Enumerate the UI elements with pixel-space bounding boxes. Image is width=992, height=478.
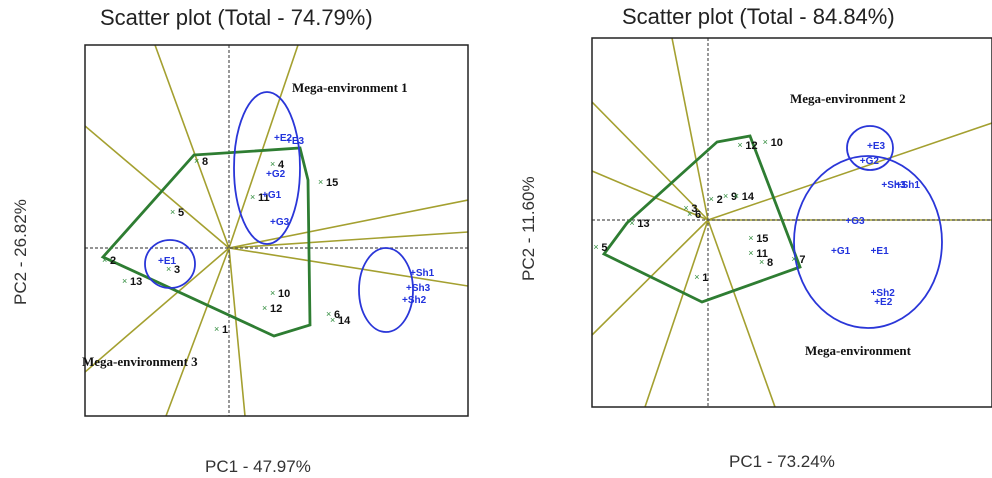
chart2-genotype-label: 7	[799, 254, 805, 266]
chart1-genotype-marker: ×	[214, 324, 219, 334]
chart2-genotype-marker: ×	[593, 242, 598, 252]
chart2-genotype-label: 10	[771, 137, 783, 149]
chart1-genotype-marker: ×	[122, 276, 127, 286]
chart2-genotype-marker: ×	[759, 257, 764, 267]
chart1-environment-label: +E2	[274, 133, 293, 144]
chart2-environment-label: +Sh2	[871, 288, 896, 299]
chart1-environment-label: +E1	[158, 256, 177, 267]
chart2-genotype-marker: ×	[791, 254, 796, 264]
chart1-environment-label: +G2	[266, 169, 286, 180]
chart2-genotype-label: 14	[742, 191, 755, 203]
chart1-genotype-label: 3	[174, 264, 180, 276]
chart1-genotype-label: 15	[326, 177, 338, 189]
chart1-genotype-marker: ×	[250, 192, 255, 202]
chart2-annotation-mega-env-2: Mega-environment 2	[790, 91, 906, 106]
chart2-frame	[591, 37, 992, 408]
chart2-genotype-marker: ×	[629, 218, 634, 228]
chart1-environment-label: +Sh2	[402, 295, 427, 306]
chart2-genotype-marker: ×	[694, 272, 699, 282]
chart1-xlabel: PC1 - 47.97%	[205, 457, 311, 476]
chart2-genotype-label: 9	[731, 191, 737, 203]
chart1-annotation-mega-env-1: Mega-environment 1	[292, 80, 408, 95]
chart2-genotype-label: 13	[637, 218, 649, 230]
chart2-genotype-label: 1	[702, 272, 708, 284]
chart1-genotype-label: 8	[202, 156, 208, 168]
chart1-environment-label: +Sh3	[406, 283, 431, 294]
chart1-environment-label: +Sh1	[410, 268, 435, 279]
chart1-genotype-marker: ×	[330, 315, 335, 325]
chart2-genotype-marker: ×	[748, 233, 753, 243]
chart2-points: × 1× 2× 3× 5× 6× 7× 8× 9× 10× 11× 12× 13× 14× 15+E3+G2…	[593, 137, 920, 308]
chart1-genotype-label: 10	[278, 288, 290, 300]
chart2-environment-label: +G1	[831, 246, 851, 257]
chart1-genotype-label: 11	[258, 192, 270, 204]
chart2-genotype-marker: ×	[709, 194, 714, 204]
chart2-plot: Mega-environment 2 Mega-environment × 1× 2…	[591, 37, 992, 408]
chart1-mega-env-ellipses	[144, 91, 414, 333]
chart2-genotype-label: 11	[756, 248, 768, 260]
chart1-genotype-marker: ×	[318, 177, 323, 187]
chart2-genotype-marker: ×	[683, 203, 688, 213]
chart1-genotype-marker: ×	[166, 264, 171, 274]
chart2-convex-hull	[601, 134, 802, 304]
chart1-genotype-label: 6	[334, 309, 340, 321]
chart1-genotype-marker: ×	[270, 159, 275, 169]
chart1-genotype-label: 5	[178, 207, 184, 219]
chart1-genotype-marker: ×	[326, 309, 331, 319]
chart2-genotype-label: 8	[767, 257, 773, 269]
chart1-vectors	[85, 45, 468, 416]
chart1-genotype-marker: ×	[170, 207, 175, 217]
chart1-environment-label: +G1	[262, 190, 282, 201]
chart1-points: × 1× 2× 3× 4× 5× 6× 8× 10× 11× 12× 13× 14× 15+E2+E3+G…	[102, 133, 435, 336]
chart1-genotype-label: 12	[270, 303, 282, 315]
chart1-genotype-marker: ×	[102, 255, 107, 265]
chart1-genotype-label: 4	[278, 159, 285, 171]
chart1-genotype-label: 13	[130, 276, 142, 288]
chart2-genotype-marker: ×	[763, 137, 768, 147]
chart1-title: Scatter plot (Total - 74.79%)	[100, 5, 373, 30]
chart2-title: Scatter plot (Total - 84.84%)	[622, 4, 895, 29]
chart2-vectors	[592, 38, 992, 407]
chart1-frame	[84, 44, 469, 417]
chart1-genotype-label: 2	[110, 255, 116, 267]
chart2-xlabel: PC1 - 73.24%	[729, 452, 835, 471]
chart2-mega-env-ellipses	[793, 125, 943, 329]
chart2-genotype-marker: ×	[737, 140, 742, 150]
chart2-genotype-label: 5	[601, 242, 607, 254]
chart1-genotype-marker: ×	[262, 303, 267, 313]
chart2-environment-label: +G2	[860, 156, 880, 167]
chart1-genotype-label: 1	[222, 324, 228, 336]
chart2-genotype-label: 3	[691, 203, 697, 215]
chart1-axes	[85, 45, 468, 416]
chart1-annotation-mega-env-3: Mega-environment 3	[82, 354, 198, 369]
chart2-genotype-label: 2	[717, 194, 723, 206]
chart2-genotype-label: 15	[756, 233, 768, 245]
chart2-annotation-mega-env: Mega-environment	[805, 343, 912, 358]
chart2-environment-label: +E1	[871, 246, 890, 257]
chart2-genotype-marker: ×	[748, 248, 753, 258]
chart1-genotype-label: 14	[338, 315, 351, 327]
chart2-environment-label: +G3	[845, 216, 865, 227]
chart2-genotype-label: 12	[745, 140, 757, 152]
chart2-environment-label: +E2	[874, 297, 893, 308]
chart2-genotype-label: 6	[695, 209, 701, 221]
chart2-genotype-marker: ×	[687, 209, 692, 219]
chart2-environment-label: +E3	[867, 141, 886, 152]
chart1-environment-label: +E3	[286, 136, 305, 147]
chart2-environment-label: +Sh3	[881, 180, 906, 191]
chart1-genotype-marker: ×	[270, 288, 275, 298]
chart2-genotype-marker: ×	[734, 191, 739, 201]
chart1-environment-label: +G3	[270, 217, 290, 228]
chart1-convex-hull	[100, 146, 312, 338]
chart2-environment-label: +Sh1	[896, 180, 921, 191]
chart2-axes	[592, 38, 992, 407]
chart1-plot: Mega-environment 1 Mega-environment 3 × 1…	[82, 44, 469, 417]
chart2-genotype-marker: ×	[723, 191, 728, 201]
chart1-genotype-marker: ×	[194, 156, 199, 166]
